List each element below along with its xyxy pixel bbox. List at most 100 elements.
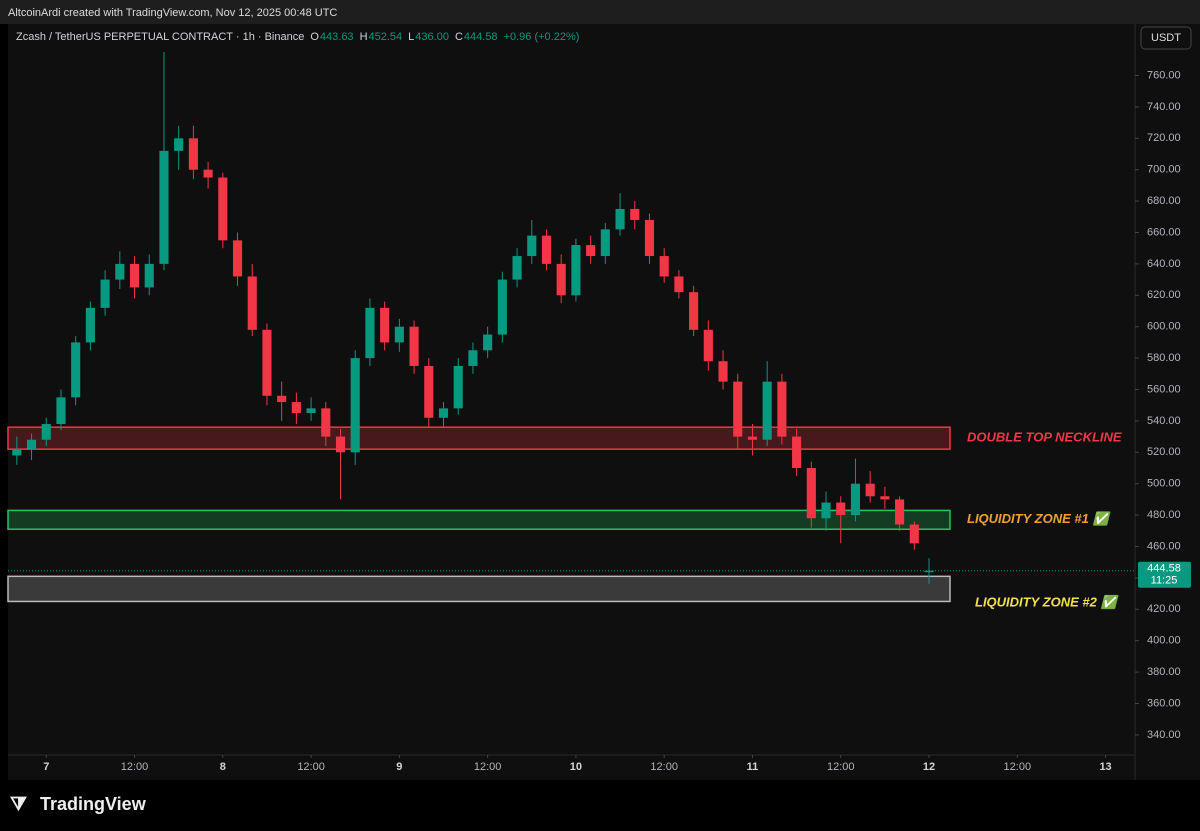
- y-tick-label: 540.00: [1147, 415, 1181, 427]
- candle-body: [306, 408, 316, 414]
- y-tick-label: 460.00: [1147, 540, 1181, 552]
- ohlc-key: C: [455, 31, 463, 43]
- x-tick-label: 12:00: [121, 761, 149, 773]
- x-tick-label: 13: [1099, 761, 1111, 773]
- candle-body: [115, 263, 125, 280]
- currency-button[interactable]: [1140, 26, 1192, 50]
- candle-body: [571, 245, 581, 296]
- x-tick-label: 8: [220, 761, 226, 773]
- ohlc-value: 436.00: [415, 31, 449, 43]
- candle-body: [12, 449, 22, 456]
- candle-body: [586, 245, 596, 257]
- candle-body: [203, 169, 213, 178]
- plot-area: [8, 24, 1135, 755]
- change: +0.96 (+0.22%): [504, 31, 580, 43]
- candle-body: [762, 381, 772, 440]
- candle-body: [689, 292, 699, 330]
- y-tick-label: 560.00: [1147, 383, 1181, 395]
- candle-body: [424, 365, 434, 418]
- time-axis: [8, 755, 1135, 780]
- credit: AltcoinArdi created with TradingView.com…: [8, 7, 337, 19]
- y-tick-label: 720.00: [1147, 132, 1181, 144]
- y-tick-label: 400.00: [1147, 635, 1181, 647]
- x-tick-label: 12:00: [827, 761, 855, 773]
- y-tick-label: 340.00: [1147, 729, 1181, 741]
- candle-body: [556, 263, 566, 296]
- candle-body: [262, 329, 272, 396]
- candle-body: [747, 436, 758, 440]
- y-tick-label: 700.00: [1147, 164, 1181, 176]
- countdown: 11:25: [1151, 575, 1178, 587]
- ohlc-value: 443.63: [320, 31, 354, 43]
- candle-body: [453, 365, 463, 409]
- y-tick-label: 660.00: [1147, 226, 1181, 238]
- credit-bar: [0, 0, 1200, 24]
- candle-body: [409, 326, 419, 366]
- zone-label: LIQUIDITY ZONE #1 ✅: [967, 511, 1111, 526]
- candle-body: [232, 240, 243, 277]
- ohlc-value: 452.54: [369, 31, 403, 43]
- zone: [7, 509, 951, 530]
- symbol: Zcash / TetherUS PERPETUAL CONTRACT · 1h…: [16, 31, 304, 43]
- ohlc-key: H: [360, 31, 368, 43]
- y-tick-label: 380.00: [1147, 666, 1181, 678]
- candle-body: [335, 436, 346, 453]
- candle-body: [777, 381, 787, 437]
- candle-body: [497, 279, 507, 335]
- candle-body: [792, 436, 802, 469]
- candle-body: [512, 256, 522, 280]
- last-price-tag: [1138, 561, 1191, 588]
- candle-body: [174, 138, 184, 151]
- candle-body: [100, 279, 110, 308]
- candle-body: [365, 307, 375, 359]
- x-tick-label: 11: [747, 761, 759, 773]
- candle-body: [644, 219, 655, 257]
- x-tick-label: 10: [570, 761, 582, 773]
- x-tick-label: 12:00: [1004, 761, 1032, 773]
- candle-body: [129, 263, 140, 288]
- y-tick-label: 580.00: [1147, 352, 1181, 364]
- y-tick-label: 680.00: [1147, 195, 1181, 207]
- candle-body: [659, 256, 669, 277]
- candle-body: [350, 358, 360, 453]
- y-tick-label: 740.00: [1147, 101, 1181, 113]
- candle-body: [733, 381, 743, 437]
- brand-logo: ⧩: [10, 794, 27, 815]
- y-tick-label: 360.00: [1147, 697, 1181, 709]
- x-tick-label: 12: [923, 761, 935, 773]
- candle-body: [26, 439, 37, 450]
- y-tick-label: 500.00: [1147, 478, 1181, 490]
- zone-label: LIQUIDITY ZONE #2 ✅: [975, 594, 1119, 609]
- candle-body: [850, 483, 861, 516]
- candle-body: [218, 177, 228, 241]
- candle-body: [438, 408, 449, 418]
- x-tick-label: 12:00: [297, 761, 325, 773]
- candle-body: [718, 361, 728, 382]
- candle-body: [600, 229, 610, 257]
- candle-body: [541, 235, 552, 264]
- candle-body: [71, 342, 81, 398]
- y-tick-label: 640.00: [1147, 258, 1181, 270]
- candle-body: [703, 329, 713, 362]
- candle-body: [468, 350, 478, 366]
- y-tick-label: 480.00: [1147, 509, 1181, 521]
- x-tick-label: 9: [396, 761, 402, 773]
- candle-body: [806, 468, 816, 519]
- candle-body: [188, 138, 198, 170]
- candle-body: [380, 307, 390, 343]
- last-price-label: 444.58: [1147, 563, 1181, 575]
- x-tick-label: 12:00: [474, 761, 502, 773]
- candle-body: [895, 499, 905, 525]
- zone: [7, 426, 951, 450]
- y-tick-label: 620.00: [1147, 289, 1181, 301]
- candle-body: [483, 334, 493, 351]
- candle-body: [291, 402, 301, 414]
- candle-body: [247, 276, 257, 330]
- x-tick-label: 12:00: [650, 761, 678, 773]
- x-tick-label: 7: [43, 761, 49, 773]
- candle-body: [909, 524, 919, 544]
- price-axis: [1135, 24, 1200, 780]
- candle-body: [865, 483, 875, 497]
